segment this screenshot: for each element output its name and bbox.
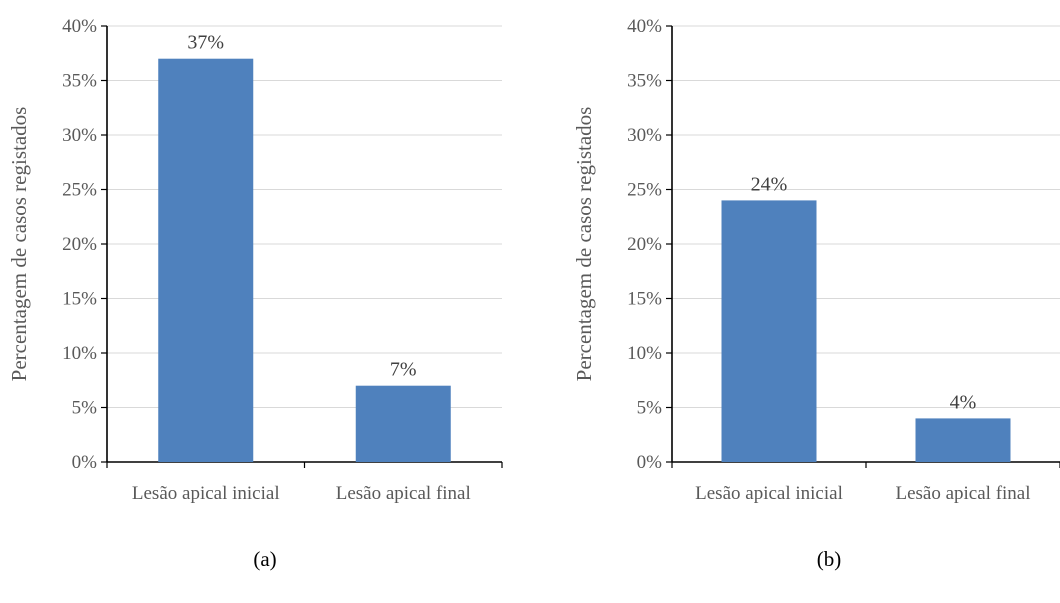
x-tick-label: Lesão apical inicial: [132, 483, 280, 504]
y-tick-label: 35%: [627, 71, 662, 92]
bar: [355, 385, 451, 462]
y-tick-label: 25%: [627, 180, 662, 201]
y-tick-label: 30%: [627, 125, 662, 146]
data-label: 4%: [950, 391, 977, 413]
y-tick-label: 10%: [62, 343, 97, 364]
y-tick-label: 20%: [62, 234, 97, 255]
y-tick-label: 0%: [72, 452, 98, 473]
bar: [915, 418, 1011, 462]
chart-a: 0% 5% 10% 15% 20% 25% 30% 35% 40% 37% Lesão apical…: [7, 16, 503, 571]
bar: [721, 200, 817, 462]
y-tick-label: 25%: [62, 180, 97, 201]
y-tick-label: 40%: [627, 16, 662, 37]
panel-label: (b): [817, 547, 842, 571]
y-tick-label: 40%: [62, 16, 97, 37]
panel-label: (a): [253, 547, 276, 571]
data-label: 7%: [390, 359, 417, 381]
y-tick-label: 5%: [637, 398, 663, 419]
y-tick-label: 5%: [72, 398, 98, 419]
y-tick-label: 15%: [62, 289, 97, 310]
y-tick-label: 15%: [627, 289, 662, 310]
y-axis-label: Percentagem de casos registados: [572, 107, 596, 382]
y-tick-label: 20%: [627, 234, 662, 255]
x-tick-label: Lesão apical inicial: [695, 483, 843, 504]
y-tick-label: 35%: [62, 71, 97, 92]
y-tick-label: 0%: [637, 452, 663, 473]
y-tick-label: 10%: [627, 343, 662, 364]
y-tick-label: 30%: [62, 125, 97, 146]
chart-b: 0% 5% 10% 15% 20% 25% 30% 35% 40% 24% Lesão apical…: [572, 16, 1060, 571]
data-label: 37%: [187, 32, 224, 54]
y-axis-label: Percentagem de casos registados: [7, 107, 31, 382]
data-label: 24%: [751, 173, 788, 195]
x-tick-label: Lesão apical final: [336, 483, 471, 504]
bar: [158, 58, 254, 462]
x-tick-label: Lesão apical final: [895, 483, 1030, 504]
